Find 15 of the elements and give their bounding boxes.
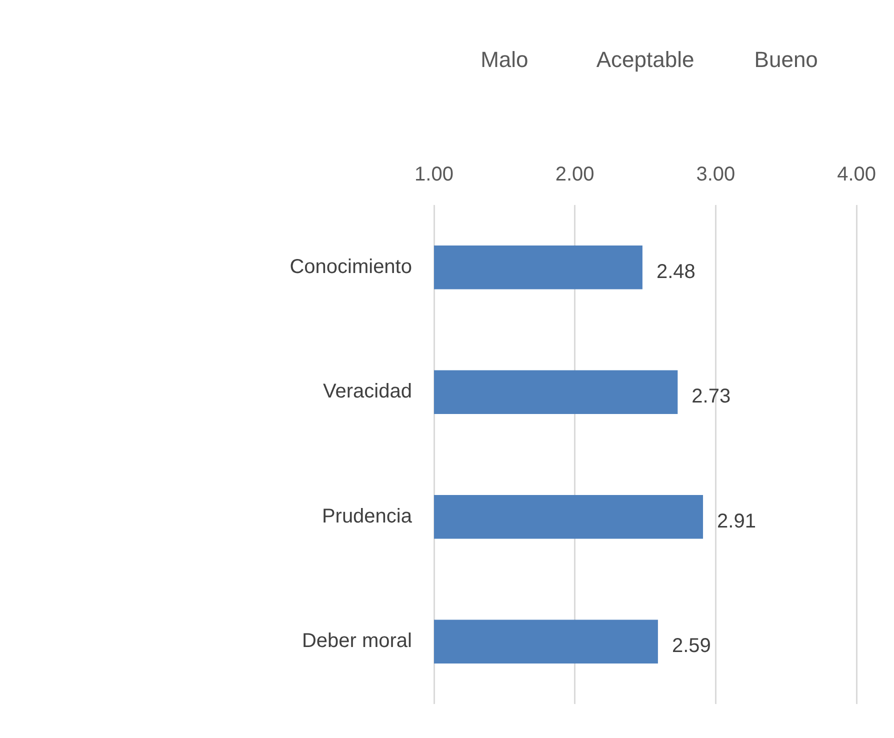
y-tick-label: Veracidad	[323, 380, 412, 403]
text: Malo	[480, 47, 528, 72]
text: Aceptable	[596, 47, 694, 72]
x-tick-label: 2.00	[555, 164, 594, 186]
data-label: 2.48	[656, 260, 696, 283]
x-tick-label: 4.00	[837, 164, 876, 186]
x-tick-label: 3.00	[696, 164, 736, 186]
data-label: 2.73	[692, 386, 731, 408]
y-tick-label: Deber moral	[302, 630, 412, 652]
y-tick-label: Conocimiento	[290, 256, 412, 278]
data-label: 2.91	[717, 510, 756, 532]
y-tick-label: Prudencia	[322, 505, 413, 528]
data-label: 2.59	[672, 635, 711, 658]
x-tick-label: 1.00	[414, 164, 454, 186]
text: Bueno	[754, 47, 818, 72]
